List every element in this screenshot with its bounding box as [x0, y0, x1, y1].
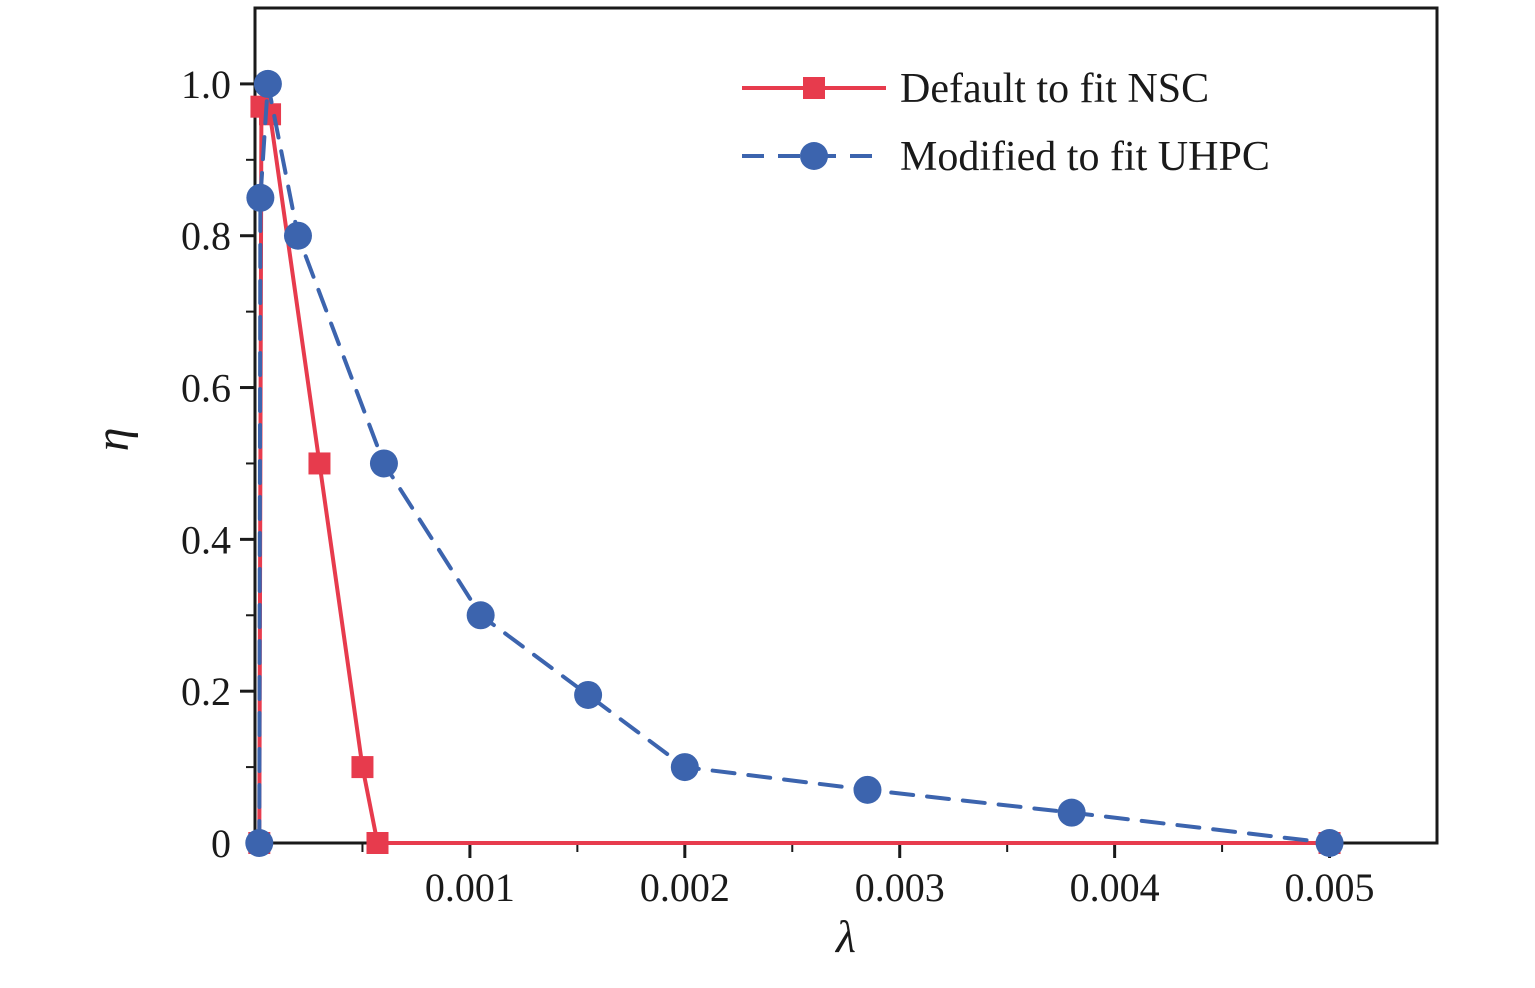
series-marker-1: [1057, 798, 1086, 827]
x-tick-label: 0.005: [1285, 865, 1375, 910]
legend-entry-1: Modified to fit UHPC: [742, 134, 1270, 180]
legend: Default to fit NSC Modified to fit UHPC: [742, 66, 1270, 180]
series-marker-0: [308, 452, 331, 475]
series-marker-1: [574, 680, 603, 709]
y-tick-label: 1.0: [181, 62, 231, 107]
x-tick-label: 0.003: [855, 865, 945, 910]
y-tick-label: 0.2: [181, 669, 231, 714]
series-marker-1: [245, 829, 274, 857]
series-marker-1: [283, 221, 312, 250]
legend-entry-0: Default to fit NSC: [742, 66, 1209, 112]
series-marker-1: [670, 753, 699, 782]
x-tick-label: 0.001: [425, 865, 515, 910]
y-tick-label: 0: [211, 821, 231, 866]
series-marker-1: [246, 183, 275, 212]
y-axis-label: η: [86, 428, 139, 452]
series-marker-1: [853, 775, 882, 804]
series-marker-0: [259, 103, 282, 126]
series-marker-0: [351, 756, 374, 779]
x-tick-label: 0.004: [1070, 865, 1160, 910]
x-axis-label: λ: [834, 911, 856, 962]
y-tick-label: 0.4: [181, 517, 231, 562]
series-marker-1: [1315, 829, 1344, 857]
series-marker-1: [369, 449, 398, 478]
y-tick-label: 0.6: [181, 366, 231, 411]
legend-marker-0: [803, 77, 825, 99]
series-1: [245, 69, 1344, 857]
legend-label-1: Modified to fit UHPC: [900, 134, 1270, 180]
series-marker-1: [466, 601, 495, 630]
y-tick-label: 0.8: [181, 214, 231, 259]
legend-marker-1: [800, 142, 828, 170]
series-marker-0: [366, 832, 389, 854]
x-tick-label: 0.002: [640, 865, 730, 910]
series-marker-1: [253, 69, 282, 98]
legend-label-0: Default to fit NSC: [900, 66, 1209, 112]
